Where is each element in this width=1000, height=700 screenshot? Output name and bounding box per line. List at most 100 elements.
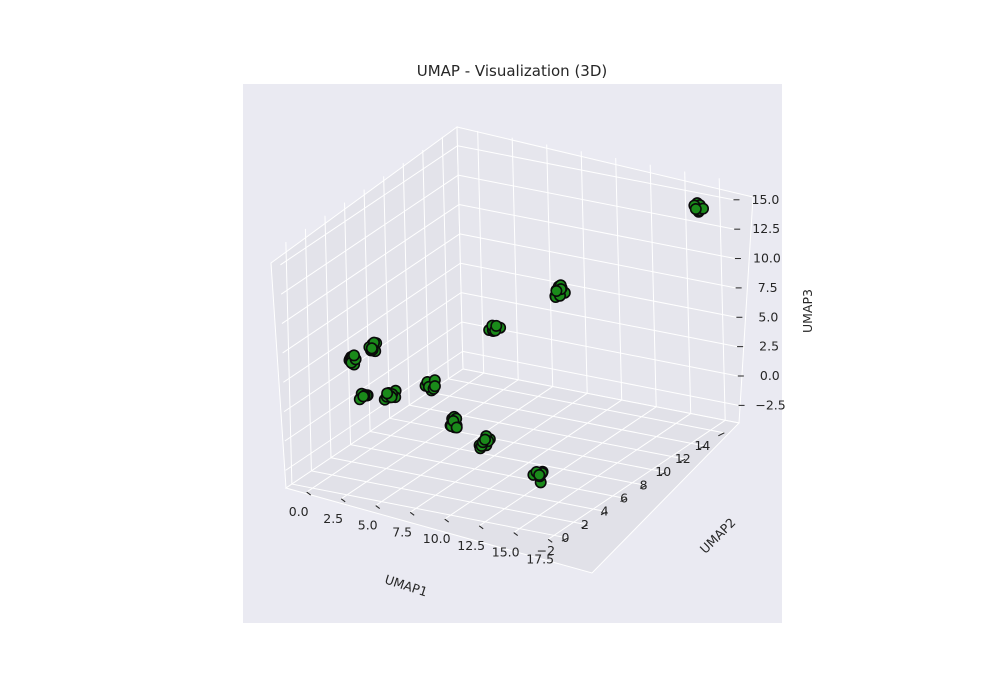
z-tick-label: −2.5 bbox=[755, 397, 785, 412]
y-gridline-floor bbox=[428, 391, 705, 447]
y-gridline-back bbox=[304, 228, 312, 471]
y-tick bbox=[678, 458, 686, 463]
scatter-point bbox=[365, 342, 378, 355]
chart-title: UMAP - Visualization (3D) bbox=[417, 62, 608, 80]
z-tick-label: 5.0 bbox=[758, 309, 778, 324]
x-tick-label: 17.5 bbox=[526, 551, 554, 566]
x-gridline-back bbox=[649, 164, 657, 407]
z-tick-label: 7.5 bbox=[758, 280, 778, 295]
x-tick bbox=[306, 491, 312, 496]
scatter-points bbox=[343, 197, 709, 489]
y-tick bbox=[718, 432, 725, 437]
y-gridline-back bbox=[324, 215, 332, 458]
y-tick-label: 14 bbox=[694, 438, 710, 453]
y-tick-label: 8 bbox=[640, 477, 648, 492]
y-gridline-floor bbox=[389, 417, 666, 473]
x-gridline-back bbox=[477, 131, 485, 374]
scatter-point bbox=[381, 387, 394, 400]
y-tick-label: 12 bbox=[675, 451, 691, 466]
x-gridline-back bbox=[615, 158, 623, 401]
y-gridline-floor bbox=[330, 457, 608, 513]
y-tick bbox=[620, 498, 627, 503]
z-tick-label: 10.0 bbox=[753, 251, 781, 266]
grid-lines bbox=[280, 131, 739, 540]
y-gridline-back bbox=[402, 163, 410, 406]
x-tick bbox=[409, 511, 415, 516]
x-gridline-back bbox=[580, 151, 588, 394]
x-tick bbox=[444, 518, 450, 523]
y-gridline-back bbox=[344, 202, 352, 445]
y-gridline-floor bbox=[311, 470, 588, 526]
scatter-point bbox=[533, 468, 546, 481]
y-gridline-floor bbox=[350, 444, 627, 500]
y-tick-label: 2 bbox=[581, 517, 589, 532]
z-gridline-left bbox=[281, 204, 460, 324]
y-tick-label: 0 bbox=[561, 530, 569, 545]
x-gridline-floor bbox=[547, 419, 726, 540]
z-gridline-left bbox=[282, 233, 460, 354]
y-gridline-back bbox=[441, 136, 449, 379]
scatter-point bbox=[490, 319, 503, 332]
x-tick bbox=[547, 538, 553, 543]
x-gridline-floor bbox=[409, 392, 588, 513]
z-gridline-left bbox=[285, 350, 463, 471]
y-tick bbox=[698, 445, 705, 450]
x-tick bbox=[340, 498, 346, 503]
x-gridline-floor bbox=[340, 379, 519, 500]
x-gridline-back bbox=[684, 171, 692, 414]
scatter-point bbox=[347, 349, 360, 362]
z-axis-label: UMAP3 bbox=[800, 289, 815, 333]
y-gridline-floor bbox=[370, 430, 647, 486]
z-tick-label: 0.0 bbox=[760, 368, 780, 383]
y-tick bbox=[659, 471, 666, 476]
tick-labels: 0.0 2.5 5.0 7.5 10.0 12.5 15.0 17.5−20246810121… bbox=[289, 192, 786, 567]
z-gridline-left bbox=[283, 262, 461, 383]
scatter-point bbox=[550, 284, 563, 297]
z-gridline-right bbox=[457, 145, 734, 201]
y-gridline-back bbox=[422, 149, 430, 393]
scatter-point bbox=[357, 390, 370, 403]
z-tick-label: 12.5 bbox=[752, 221, 780, 236]
x-gridline-floor bbox=[306, 372, 484, 493]
y-gridline-back bbox=[285, 242, 293, 485]
y-tick bbox=[581, 524, 588, 529]
scatter-point bbox=[689, 203, 702, 216]
z-gridline-right bbox=[458, 204, 736, 260]
x-tick-label: 12.5 bbox=[457, 538, 485, 553]
x-gridline-back bbox=[511, 137, 519, 380]
x-gridline-floor bbox=[478, 406, 657, 527]
x-gridline-back bbox=[718, 178, 726, 421]
y-gridline-floor bbox=[448, 378, 725, 434]
y-gridline-back bbox=[383, 176, 391, 419]
y-tick-label: 6 bbox=[620, 490, 628, 505]
x-tick-label: 15.0 bbox=[492, 545, 520, 560]
scatter-point bbox=[478, 433, 491, 446]
z-gridline-right bbox=[461, 292, 738, 348]
x-tick-label: 5.0 bbox=[358, 518, 378, 533]
z-tick-label: 2.5 bbox=[759, 339, 779, 354]
y-tick-label: 4 bbox=[601, 504, 609, 519]
x-gridline-floor bbox=[444, 399, 622, 520]
z-gridline-right bbox=[460, 262, 737, 318]
z-gridline-right bbox=[459, 233, 736, 289]
z-gridline-right bbox=[462, 350, 739, 406]
x-tick bbox=[478, 525, 484, 530]
x-gridline-back bbox=[546, 144, 554, 387]
tick-marks bbox=[306, 199, 745, 543]
z-gridline-left bbox=[280, 174, 459, 295]
y-tick-label: −2 bbox=[537, 543, 555, 558]
x-gridline-floor bbox=[513, 413, 691, 533]
y-tick bbox=[600, 511, 608, 516]
x-tick-label: 10.0 bbox=[423, 531, 451, 546]
x-tick-label: 0.0 bbox=[289, 504, 309, 519]
z-gridline-right bbox=[461, 321, 738, 377]
scatter-point bbox=[450, 421, 463, 434]
z-gridline-left bbox=[280, 145, 458, 266]
x-gridline-floor bbox=[375, 386, 553, 506]
y-tick bbox=[639, 485, 647, 489]
scatter-point bbox=[428, 380, 441, 393]
z-gridline-left bbox=[284, 321, 463, 442]
x-tick-label: 7.5 bbox=[392, 524, 412, 539]
x-tick-label: 2.5 bbox=[323, 511, 343, 526]
